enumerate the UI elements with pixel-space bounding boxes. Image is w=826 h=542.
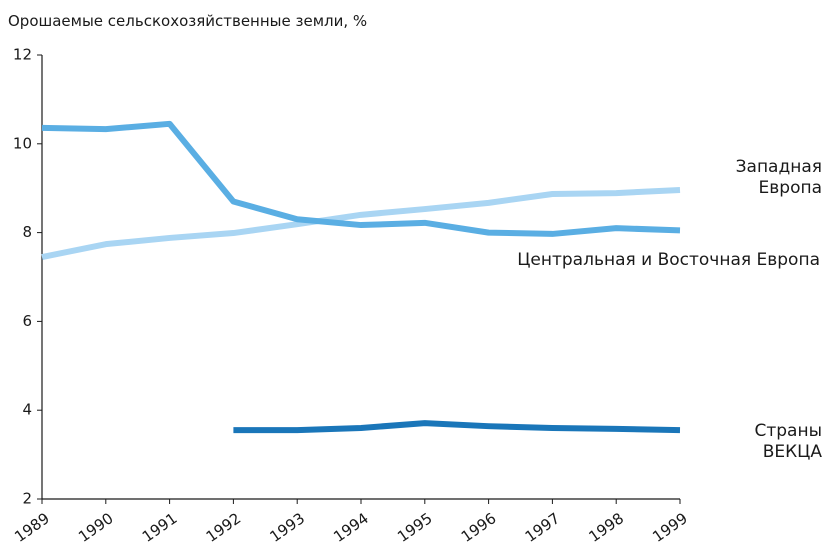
y-tick-label: 10 — [13, 134, 32, 152]
y-tick-label: 8 — [22, 223, 32, 241]
series-line — [233, 420, 681, 434]
x-tick-label: 1997 — [522, 509, 564, 542]
x-tick-label: 1989 — [11, 509, 53, 542]
x-tick-label: 1992 — [203, 509, 245, 542]
series-label: Центральная и Восточная Европа — [517, 250, 820, 270]
x-tick-label: 1995 — [394, 509, 436, 542]
x-tick-label: 1993 — [266, 509, 308, 542]
chart-title: Орошаемые сельскохозяйственные земли, % — [8, 12, 368, 30]
y-tick-label: 2 — [22, 490, 32, 508]
series-line — [41, 186, 681, 260]
series-line — [41, 120, 681, 237]
series-label: Западная Европа — [735, 157, 822, 198]
x-tick-label: 1994 — [330, 509, 372, 542]
x-tick-label: 1999 — [649, 509, 691, 542]
x-tick-label: 1996 — [458, 509, 500, 542]
y-tick-label: 4 — [22, 401, 32, 419]
series-label: Страны ВЕКЦА — [754, 421, 822, 462]
x-tick-label: 1990 — [75, 509, 117, 542]
x-tick-label: 1991 — [139, 509, 181, 542]
y-tick-label: 6 — [22, 312, 32, 330]
y-tick-label: 12 — [13, 46, 32, 64]
x-tick-label: 1998 — [585, 509, 627, 542]
